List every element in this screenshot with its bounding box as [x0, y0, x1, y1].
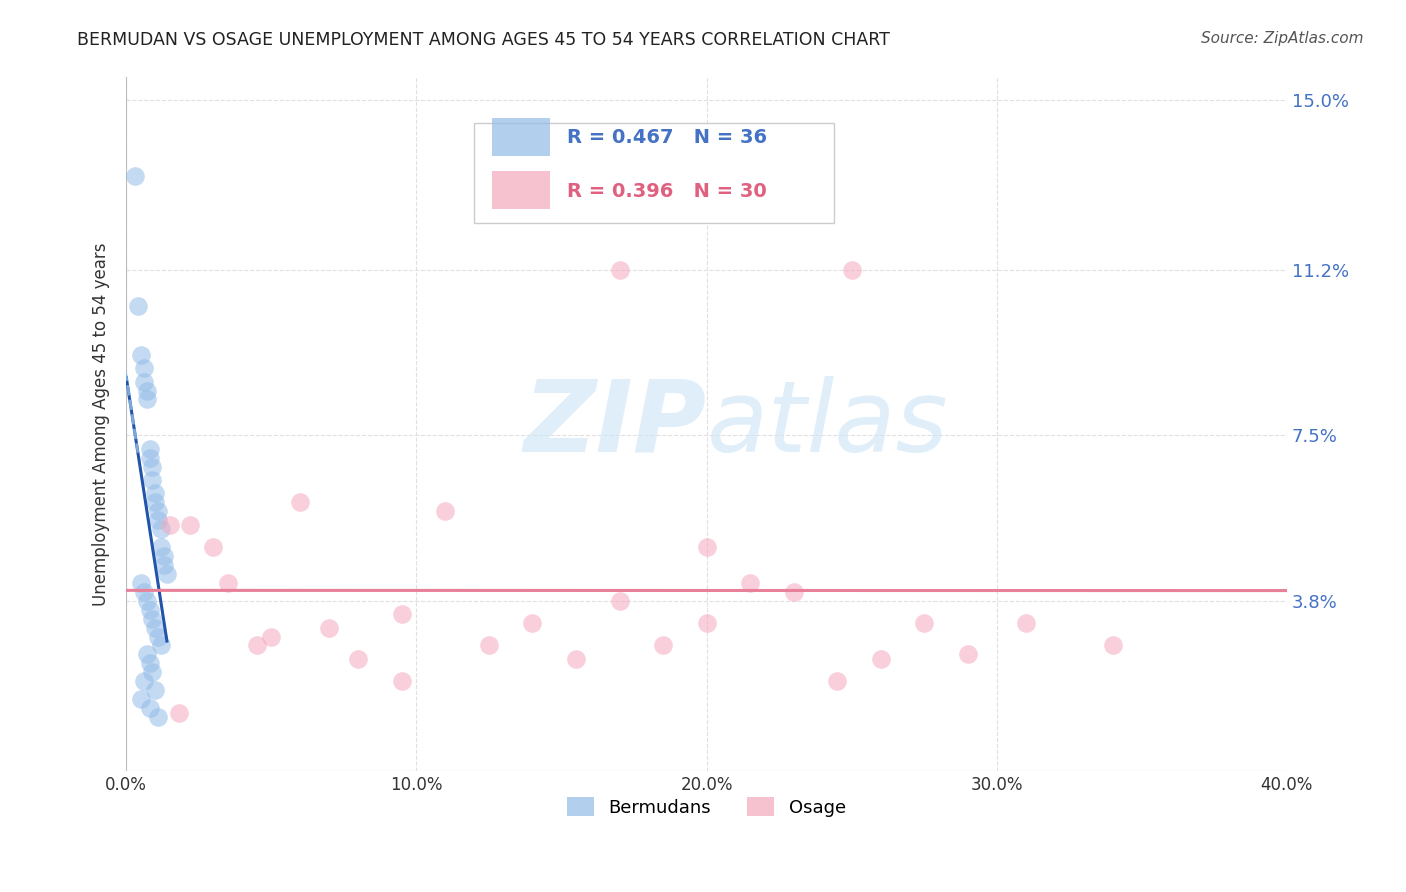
Point: [565, 652, 588, 666]
Point: [318, 621, 340, 635]
Text: ZIP: ZIP: [523, 376, 707, 473]
Point: [609, 262, 631, 277]
Point: [143, 495, 166, 509]
Point: [135, 648, 157, 662]
Point: [141, 612, 163, 626]
Point: [129, 692, 152, 706]
Point: [138, 701, 160, 715]
Point: [138, 450, 160, 465]
Point: [912, 616, 935, 631]
Point: [143, 621, 166, 635]
Point: [782, 584, 804, 599]
Point: [246, 639, 269, 653]
Point: [150, 639, 173, 653]
Point: [260, 630, 283, 644]
Point: [290, 495, 312, 509]
Point: [132, 361, 155, 376]
Text: R = 0.396   N = 30: R = 0.396 N = 30: [567, 182, 768, 202]
Point: [652, 639, 675, 653]
Y-axis label: Unemployment Among Ages 45 to 54 years: Unemployment Among Ages 45 to 54 years: [93, 243, 110, 606]
Point: [138, 442, 160, 456]
Point: [167, 706, 190, 720]
Point: [522, 616, 544, 631]
Point: [217, 575, 239, 590]
Point: [1101, 639, 1123, 653]
Point: [141, 473, 163, 487]
Point: [609, 593, 631, 607]
Point: [138, 657, 160, 671]
Text: Source: ZipAtlas.com: Source: ZipAtlas.com: [1201, 31, 1364, 46]
Point: [143, 486, 166, 500]
Point: [129, 575, 152, 590]
Point: [132, 584, 155, 599]
Point: [135, 384, 157, 398]
Bar: [492, 118, 550, 156]
Point: [391, 607, 413, 622]
Point: [869, 652, 891, 666]
Point: [148, 513, 170, 527]
Point: [132, 375, 155, 389]
Point: [127, 299, 149, 313]
Point: [129, 348, 152, 362]
Point: [696, 540, 718, 554]
Point: [434, 504, 457, 518]
Legend: Bermudans, Osage: Bermudans, Osage: [560, 790, 853, 824]
Text: R = 0.467   N = 36: R = 0.467 N = 36: [567, 128, 768, 147]
Point: [141, 665, 163, 680]
Point: [159, 517, 181, 532]
Point: [132, 674, 155, 689]
Point: [153, 549, 176, 563]
Point: [956, 648, 979, 662]
Point: [148, 710, 170, 724]
Text: atlas: atlas: [707, 376, 948, 473]
Text: BERMUDAN VS OSAGE UNEMPLOYMENT AMONG AGES 45 TO 54 YEARS CORRELATION CHART: BERMUDAN VS OSAGE UNEMPLOYMENT AMONG AGE…: [77, 31, 890, 49]
Point: [153, 558, 176, 572]
Point: [825, 674, 848, 689]
Bar: [492, 171, 550, 209]
Point: [141, 459, 163, 474]
Point: [124, 169, 146, 183]
Point: [391, 674, 413, 689]
Point: [143, 683, 166, 698]
Point: [148, 504, 170, 518]
Point: [478, 639, 501, 653]
Point: [135, 392, 157, 407]
Point: [1015, 616, 1038, 631]
Point: [347, 652, 370, 666]
Point: [156, 566, 179, 581]
Point: [138, 602, 160, 616]
Point: [202, 540, 225, 554]
Point: [150, 540, 173, 554]
Point: [148, 630, 170, 644]
Point: [738, 575, 761, 590]
Point: [150, 522, 173, 536]
Point: [135, 593, 157, 607]
Point: [841, 262, 863, 277]
Point: [696, 616, 718, 631]
FancyBboxPatch shape: [474, 122, 834, 223]
Point: [179, 517, 201, 532]
